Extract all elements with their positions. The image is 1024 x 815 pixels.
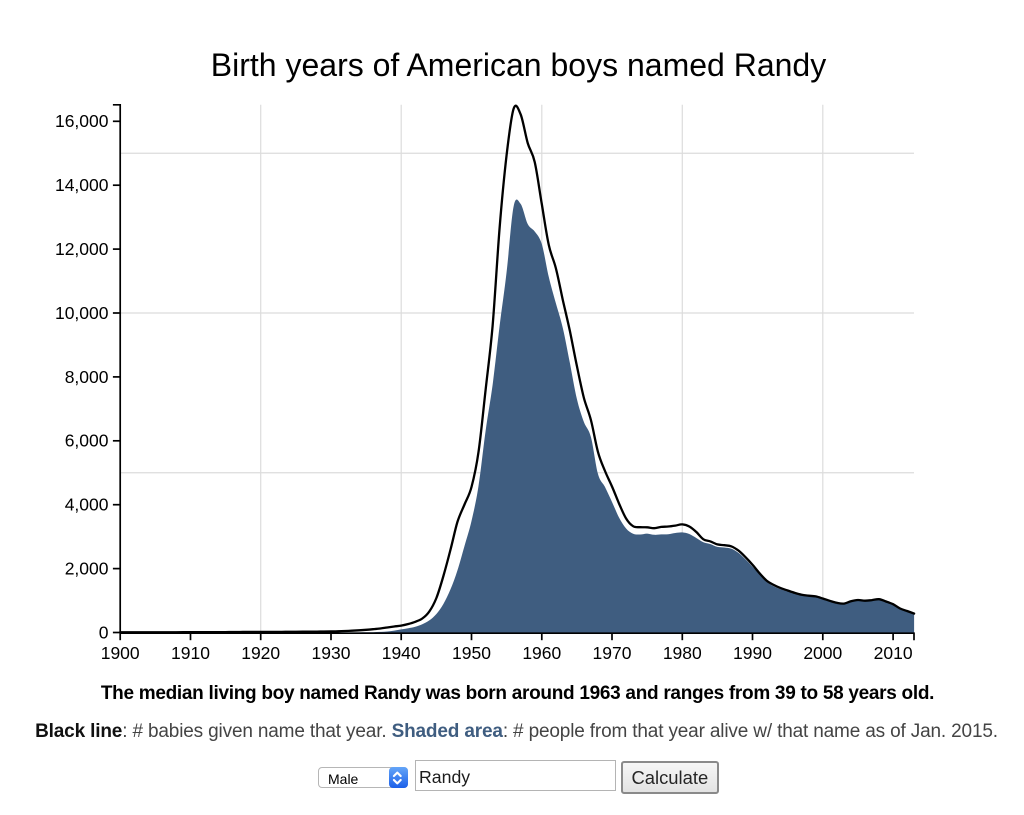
svg-text:1920: 1920 [241,643,280,663]
svg-text:1970: 1970 [593,643,632,663]
svg-text:2010: 2010 [874,643,913,663]
svg-text:1990: 1990 [733,643,772,663]
svg-text:1960: 1960 [522,643,561,663]
svg-text:16,000: 16,000 [55,111,109,131]
svg-text:0: 0 [99,622,109,642]
svg-text:14,000: 14,000 [55,175,109,195]
svg-text:10,000: 10,000 [55,303,109,323]
svg-text:1940: 1940 [382,643,421,663]
svg-text:2,000: 2,000 [65,559,109,579]
svg-text:6,000: 6,000 [65,431,109,451]
svg-text:1930: 1930 [312,643,351,663]
svg-text:12,000: 12,000 [55,239,109,259]
svg-text:4,000: 4,000 [65,495,109,515]
svg-text:2000: 2000 [803,643,842,663]
svg-text:1900: 1900 [101,643,140,663]
svg-text:1910: 1910 [171,643,210,663]
svg-text:1980: 1980 [663,643,702,663]
svg-text:8,000: 8,000 [65,367,109,387]
svg-text:1950: 1950 [452,643,491,663]
